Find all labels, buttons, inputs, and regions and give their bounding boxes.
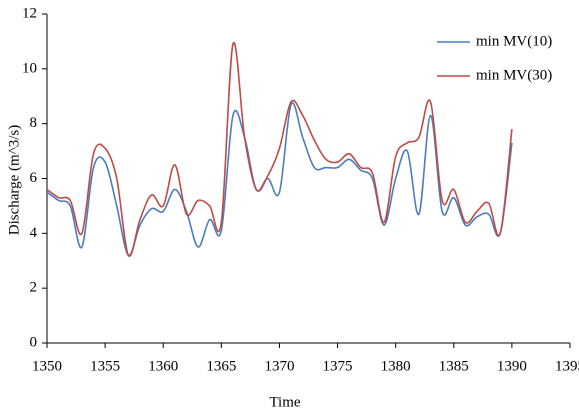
x-tick-label: 1365 bbox=[206, 358, 236, 374]
x-tick-label: 1350 bbox=[32, 358, 62, 374]
y-tick-label: 0 bbox=[30, 334, 38, 350]
x-tick-label: 1355 bbox=[90, 358, 120, 374]
y-tick-label: 6 bbox=[30, 170, 38, 186]
y-tick-label: 2 bbox=[30, 280, 38, 296]
x-tick-label: 1380 bbox=[381, 358, 411, 374]
series-line bbox=[46, 41, 513, 257]
x-tick-label: 1390 bbox=[497, 358, 527, 374]
x-tick-label: 1370 bbox=[264, 358, 294, 374]
x-tick-label: 1360 bbox=[148, 358, 178, 374]
y-tick-label: 12 bbox=[22, 5, 37, 21]
x-tick-label: 1375 bbox=[323, 358, 353, 374]
legend-label: min MV(10) bbox=[476, 33, 552, 49]
x-tick-label: 1385 bbox=[439, 358, 469, 374]
y-tick-label: 4 bbox=[30, 225, 38, 241]
y-tick-label: 8 bbox=[30, 115, 38, 131]
legend-label: min MV(30) bbox=[476, 67, 552, 83]
y-tick-label: 10 bbox=[22, 60, 37, 76]
x-tick-label: 1395 bbox=[555, 358, 579, 374]
x-axis-label: Time bbox=[269, 394, 300, 410]
y-axis-label: Discharge (m^3/s) bbox=[6, 125, 22, 236]
